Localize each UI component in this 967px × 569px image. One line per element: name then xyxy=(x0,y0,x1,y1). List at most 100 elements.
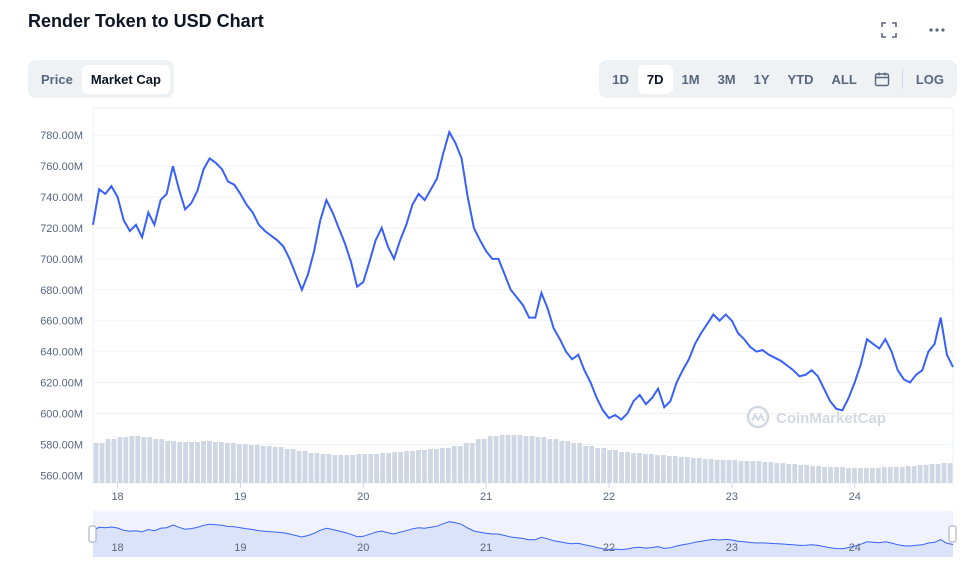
volume-bar xyxy=(720,460,726,483)
navigator-tick-label: 18 xyxy=(111,542,123,554)
volume-bar xyxy=(213,442,218,483)
volume-bar xyxy=(422,450,427,483)
y-tick-label: 700.00M xyxy=(40,254,83,266)
volume-bar xyxy=(905,466,911,483)
volume-bar xyxy=(93,443,99,483)
volume-bar xyxy=(290,449,296,483)
range-selector: 1D 7D 1M 3M 1Y YTD ALL LOG xyxy=(599,60,957,98)
toggle-market-cap[interactable]: Market Cap xyxy=(81,64,170,94)
volume-bar xyxy=(511,435,517,483)
volume-bar xyxy=(804,465,810,483)
volume-bar xyxy=(428,449,433,483)
volume-bar xyxy=(601,448,607,483)
range-7d[interactable]: 7D xyxy=(637,64,673,94)
volume-bar xyxy=(750,461,756,483)
volume-bar xyxy=(123,437,129,483)
volume-bar xyxy=(875,468,881,483)
x-axis-ticks: 18 19 20 21 22 23 24 xyxy=(111,483,861,503)
watermark-text: CoinMarketCap xyxy=(776,410,886,427)
volume-bar xyxy=(147,437,153,483)
volume-bar xyxy=(344,455,350,483)
y-tick-label: 720.00M xyxy=(40,223,83,235)
volume-bar xyxy=(201,441,206,483)
volume-bar xyxy=(947,463,953,483)
volume-bar xyxy=(332,455,338,483)
y-axis-ticks: 780.00M 760.00M 740.00M 720.00M 700.00M 680.0… xyxy=(40,130,83,482)
volume-bar xyxy=(314,453,320,483)
volume-bar xyxy=(583,446,589,483)
volume-bar xyxy=(541,437,547,483)
volume-bar xyxy=(481,439,487,483)
volume-bar xyxy=(105,439,111,483)
range-ytd[interactable]: YTD xyxy=(787,71,814,87)
volume-bar xyxy=(135,436,141,483)
volume-bar xyxy=(559,441,565,483)
y-tick-label: 640.00M xyxy=(40,347,83,359)
range-3m[interactable]: 3M xyxy=(717,71,736,87)
volume-bar xyxy=(702,459,708,483)
volume-bar xyxy=(523,436,529,483)
volume-bar xyxy=(445,448,451,483)
volume-bar xyxy=(254,445,260,483)
volume-bar xyxy=(266,446,272,483)
y-tick-label: 580.00M xyxy=(40,439,83,451)
range-navigator[interactable]: 18 19 20 21 22 23 24 xyxy=(88,511,957,557)
grid-lines xyxy=(92,107,954,484)
volume-bar xyxy=(505,435,511,483)
calendar-icon[interactable] xyxy=(866,66,898,92)
volume-bar xyxy=(117,437,123,483)
volume-bar xyxy=(869,468,875,483)
volume-bar xyxy=(941,463,947,483)
log-toggle[interactable]: LOG xyxy=(915,71,944,87)
volume-bar xyxy=(272,447,278,483)
volume-bar xyxy=(207,441,212,483)
volume-bar xyxy=(911,466,917,483)
volume-bar xyxy=(881,467,887,483)
range-1m[interactable]: 1M xyxy=(681,71,700,87)
volume-bar xyxy=(242,444,248,483)
volume-bar xyxy=(398,452,403,483)
volume-bar xyxy=(660,455,666,483)
x-tick-label: 23 xyxy=(726,491,738,503)
range-all[interactable]: ALL xyxy=(831,71,857,87)
y-tick-label: 780.00M xyxy=(40,130,83,142)
volume-bar xyxy=(631,453,636,483)
volume-bar xyxy=(392,452,397,483)
volume-bar xyxy=(165,441,171,483)
volume-bar xyxy=(159,439,165,483)
volume-bar xyxy=(368,454,374,483)
navigator-handle-right[interactable] xyxy=(948,525,957,543)
volume-bar xyxy=(858,468,863,483)
volume-bar xyxy=(786,464,792,483)
fullscreen-icon[interactable] xyxy=(877,18,901,42)
volume-bar xyxy=(828,467,833,483)
volume-bar xyxy=(177,442,182,483)
volume-bar xyxy=(744,461,750,483)
volume-bars xyxy=(93,435,953,483)
volume-bar xyxy=(792,464,798,483)
volume-bar xyxy=(625,452,630,483)
volume-bar xyxy=(284,449,290,483)
volume-bar xyxy=(589,446,595,483)
volume-bar xyxy=(230,443,236,483)
volume-bar xyxy=(768,462,774,483)
volume-bar xyxy=(571,443,577,483)
top-icons xyxy=(877,18,949,42)
navigator-handle-left[interactable] xyxy=(88,525,97,543)
navigator-area xyxy=(93,521,953,557)
more-icon[interactable] xyxy=(925,18,949,42)
range-1d[interactable]: 1D xyxy=(612,71,629,87)
volume-bar xyxy=(654,455,660,483)
volume-bar xyxy=(565,441,571,483)
volume-bar xyxy=(798,465,804,483)
toggle-price[interactable]: Price xyxy=(41,71,73,87)
volume-bar xyxy=(439,448,445,483)
volume-bar xyxy=(260,446,266,483)
volume-bar xyxy=(899,467,905,483)
x-tick-label: 19 xyxy=(234,491,246,503)
series-line-market-cap xyxy=(92,129,954,421)
range-1y[interactable]: 1Y xyxy=(753,71,770,87)
volume-bar xyxy=(99,443,105,483)
volume-bar xyxy=(637,453,642,483)
